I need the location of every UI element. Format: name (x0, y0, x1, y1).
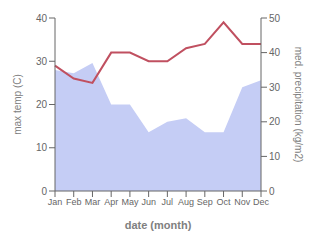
svg-text:Sep: Sep (197, 197, 213, 207)
svg-text:Nov: Nov (234, 197, 251, 207)
svg-text:Apr: Apr (104, 197, 118, 207)
svg-text:40: 40 (36, 13, 48, 24)
svg-text:May: May (121, 197, 139, 207)
svg-text:Mar: Mar (85, 197, 101, 207)
svg-text:Jul: Jul (162, 197, 174, 207)
svg-text:10: 10 (269, 151, 281, 162)
svg-text:20: 20 (269, 116, 281, 127)
svg-text:Oct: Oct (217, 197, 232, 207)
svg-text:Feb: Feb (66, 197, 82, 207)
svg-text:med. precipitation (kg/m2): med. precipitation (kg/m2) (293, 47, 304, 163)
svg-text:10: 10 (36, 142, 48, 153)
svg-text:Dec: Dec (253, 197, 270, 207)
svg-text:Jan: Jan (48, 197, 63, 207)
svg-text:date (month): date (month) (125, 219, 192, 231)
svg-text:50: 50 (269, 13, 281, 24)
svg-text:0: 0 (269, 186, 275, 197)
svg-text:Jun: Jun (141, 197, 156, 207)
svg-text:max temp (C): max temp (C) (12, 74, 23, 135)
svg-text:40: 40 (269, 47, 281, 58)
svg-text:0: 0 (41, 186, 47, 197)
svg-text:20: 20 (36, 99, 48, 110)
svg-text:30: 30 (36, 56, 48, 67)
svg-text:Aug: Aug (178, 197, 194, 207)
svg-text:30: 30 (269, 82, 281, 93)
